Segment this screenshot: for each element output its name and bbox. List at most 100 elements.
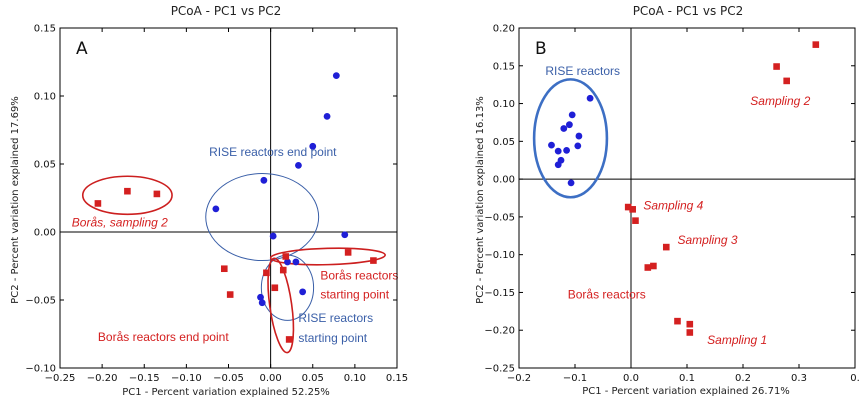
panel-b-letter: B (535, 39, 547, 59)
panel-b-annotation-sampling3: Sampling 3 (677, 233, 737, 247)
panel-b-boras-point-9 (650, 262, 657, 270)
panel-a-boras-point-9 (285, 336, 293, 343)
panel-b-y-tick-label: 0.00 (493, 175, 515, 186)
panel-a-rise-point-1 (332, 72, 340, 79)
panel-a-boras-point-2 (124, 187, 131, 195)
panel-b-annotation-sampling1: Sampling 1 (707, 333, 767, 347)
panel-a-group-ellipse-5 (267, 257, 295, 354)
panel-b-boras-point-4 (624, 203, 632, 211)
panel-a-y-tick-label: 0.10 (34, 92, 56, 103)
panel-b-y-axis-label: PC2 - Percent variation explained 16.13% (475, 96, 486, 304)
panel-a-title: PCoA - PC1 vs PC2 (171, 4, 282, 18)
panel-a-y-axis-label: PC2 - Percent variation explained 17.69% (10, 96, 21, 304)
panel-a: PCoA - PC1 vs PC2 RISE reactors end poin… (10, 4, 408, 398)
panel-a-y-tick-label: −0.05 (25, 296, 56, 307)
panel-a-rise-point-8 (341, 231, 349, 239)
panel-a-y-tick-label: −0.10 (25, 364, 56, 375)
panel-a-x-axis-label: PC1 - Percent variation explained 52.25% (122, 387, 330, 398)
panel-b-y-tick-label: 0.15 (493, 61, 515, 72)
panel-a-rise-point-2 (323, 113, 331, 120)
panel-b-y-tick-label: −0.25 (484, 364, 515, 375)
panel-a-rise-point-3 (309, 142, 317, 150)
panel-a-y-tick-label: 0.00 (34, 228, 56, 239)
panel-a-x-tick-label: −0.10 (171, 373, 202, 384)
panel-b-x-tick-label: 0.2 (735, 373, 751, 384)
panel-a-boras-point-3 (153, 190, 161, 198)
panel-a-annotation-rise_start_2: starting point (298, 331, 367, 345)
panel-b-rise-point-7 (574, 142, 582, 150)
panel-a-x-tick-label: −0.15 (129, 373, 160, 384)
panel-b: PCoA - PC1 vs PC2 RISE reactors Sampling … (475, 4, 860, 397)
panel-b-rise-point-5 (575, 132, 583, 140)
panel-b-y-tick-label: 0.10 (493, 99, 515, 110)
panel-a-boras-point-11 (370, 257, 377, 264)
panel-b-y-tick-label: −0.05 (484, 212, 515, 223)
panel-a-annotation-boras_start_1: Borås reactors (320, 269, 398, 283)
panel-b-boras-point-10 (674, 317, 681, 325)
panel-b-rise-point-9 (563, 147, 570, 154)
panel-a-group-ellipse-2 (205, 173, 320, 262)
panel-b-x-tick-label: 0.3 (791, 373, 807, 384)
panel-a-rise-point-9 (292, 258, 300, 266)
panel-b-boras-point-11 (686, 320, 694, 328)
panel-b-boras-point-6 (632, 217, 639, 224)
panel-b-rise-point-2 (568, 111, 576, 119)
panel-a-y-tick-label: 0.15 (34, 24, 56, 35)
panel-b-boras-point-1 (812, 41, 820, 48)
panel-b-x-tick-label: 0.0 (623, 373, 639, 384)
panel-a-rise-point-10 (284, 258, 291, 266)
panel-a-boras-point-4 (220, 265, 228, 273)
panel-b-annotation-sampling4: Sampling 4 (643, 198, 703, 212)
panel-b-x-tick-label: 0.1 (679, 373, 695, 384)
panel-a-annotation-rise_end: RISE reactors end point (209, 145, 337, 159)
panel-a-boras-point-7 (279, 266, 287, 274)
panel-b-y-tick-label: −0.20 (484, 326, 515, 337)
panel-a-boras-point-12 (282, 253, 290, 260)
panel-b-x-tick-label: −0.2 (507, 373, 531, 384)
panel-a-annotation-boras_end: Borås reactors end point (98, 330, 229, 344)
panel-a-rise-point-13 (258, 299, 266, 307)
panel-a-boras-point-10 (344, 249, 352, 256)
panel-b-y-tick-label: 0.05 (493, 137, 515, 148)
panel-b-title: PCoA - PC1 vs PC2 (633, 4, 744, 18)
panel-b-rise-point-6 (548, 141, 555, 149)
panel-b-boras-point-8 (644, 264, 652, 271)
panel-a-x-tick-label: −0.20 (87, 373, 118, 384)
panel-a-rise-point-7 (269, 232, 277, 240)
panel-a-annotation-rise_start_1: RISE reactors (298, 311, 373, 325)
panel-a-annotation-boras_start_2: starting point (320, 288, 389, 302)
panel-b-x-tick-label: −0.1 (563, 373, 587, 384)
panel-b-annotation-boras_reactors: Borås reactors (568, 287, 646, 301)
panel-b-annotation-rise_reactors: RISE reactors (545, 64, 620, 78)
panel-a-x-tick-label: 0.10 (344, 373, 366, 384)
panel-b-y-tick-label: 0.20 (493, 24, 515, 35)
panel-b-boras-point-12 (686, 329, 694, 336)
panel-a-boras-point-8 (271, 284, 279, 292)
panel-a-rise-point-4 (295, 161, 302, 169)
panel-b-plot-area: RISE reactors Sampling 2 Sampling 4 Samplin… (484, 24, 859, 385)
panel-a-group-ellipse-1 (81, 175, 173, 216)
panel-a-boras-point-1 (94, 200, 102, 207)
panel-b-boras-point-7 (662, 243, 670, 251)
panel-b-boras-point-5 (629, 206, 636, 213)
panel-a-x-tick-label: −0.05 (213, 373, 244, 384)
panel-b-rise-point-11 (554, 161, 562, 169)
panel-b-boras-point-3 (783, 77, 790, 85)
panel-a-plot-area: RISE reactors end point Borås, sampling 2… (25, 24, 408, 385)
panel-a-letter: A (76, 39, 88, 59)
panel-b-rise-point-8 (554, 147, 562, 155)
panel-b-rise-point-4 (560, 125, 568, 132)
panel-a-x-tick-label: 0.05 (302, 373, 324, 384)
panel-a-rise-point-6 (212, 205, 220, 213)
panel-b-rise-point-3 (566, 121, 573, 129)
panel-a-rise-point-11 (299, 288, 307, 296)
panel-a-annotation-boras_s2: Borås, sampling 2 (72, 216, 168, 230)
panel-b-boras-point-2 (773, 63, 780, 70)
panel-b-annotation-sampling2: Sampling 2 (750, 94, 810, 108)
panel-a-x-tick-label: 0.00 (259, 373, 281, 384)
panel-b-y-tick-label: −0.10 (484, 250, 515, 261)
panel-b-rise-point-1 (586, 94, 594, 102)
panel-b-group-ellipse-1 (532, 78, 609, 199)
panel-b-x-axis-label: PC1 - Percent variation explained 26.71% (582, 386, 790, 397)
